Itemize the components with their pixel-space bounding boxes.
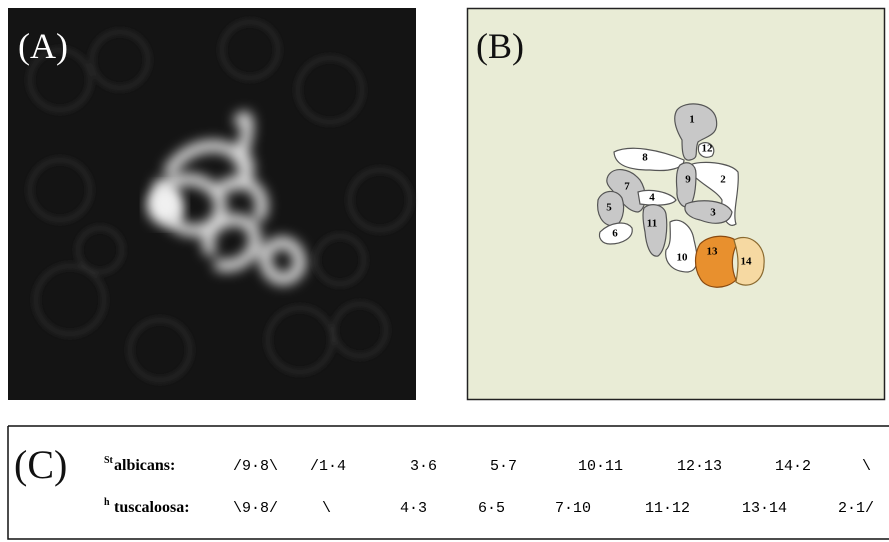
chromosome-label: 12 xyxy=(702,143,714,155)
panel-label: (C) xyxy=(14,442,67,487)
panel-label: (A) xyxy=(18,26,68,66)
chromosome-label: 1 xyxy=(689,114,695,126)
arrangement-cell: 6·5 xyxy=(478,500,505,517)
chromosome-label: 10 xyxy=(677,252,689,264)
chromosome-label: 9 xyxy=(685,174,691,186)
panel-border xyxy=(8,426,889,539)
arrangement-cell: 2·1/ xyxy=(838,500,874,517)
arrangement-cell: 13·14 xyxy=(742,500,787,517)
chromosome-label: 7 xyxy=(624,181,630,193)
arrangement-cell: 4·3 xyxy=(400,500,427,517)
figure: (A) (B) 1234567891011121314 (C) Stalbica… xyxy=(0,0,889,542)
chromosome-label: 4 xyxy=(649,192,655,204)
arrangement-cell: 14·2 xyxy=(775,458,811,475)
chromosome-label: 6 xyxy=(612,228,618,240)
chromosome-label: 13 xyxy=(707,246,719,258)
superscript: St xyxy=(104,455,114,466)
panel-label: (B) xyxy=(476,26,524,66)
chromosome-label: 3 xyxy=(710,207,716,219)
micrograph xyxy=(8,8,416,400)
arrangement-cell: 12·13 xyxy=(677,458,722,475)
arrangement-cell: \ xyxy=(862,458,871,475)
page: (A) (B) 1234567891011121314 (C) Stalbica… xyxy=(0,0,889,542)
superscript: h xyxy=(104,497,110,508)
chromosome-label: 14 xyxy=(741,256,753,268)
arrangement-cell: 3·6 xyxy=(410,458,437,475)
arrangement-cell: 7·10 xyxy=(555,500,591,517)
chromosome-label: 2 xyxy=(720,174,726,186)
arrangement-cell: \9·8/ xyxy=(233,500,278,517)
diagram-panel xyxy=(468,9,885,400)
arrangement-cell: 5·7 xyxy=(490,458,517,475)
arrangement-cell: \ xyxy=(322,500,331,517)
arrangement-cell: /1·4 xyxy=(310,458,346,475)
chromosome-label: 11 xyxy=(647,218,657,230)
arrangement-cell: 11·12 xyxy=(645,500,690,517)
row-name: albicans: xyxy=(114,457,175,474)
row-name: tuscaloosa: xyxy=(114,499,190,516)
arrangement-cell: /9·8\ xyxy=(233,458,278,475)
chromosome-label: 8 xyxy=(642,152,648,164)
arrangement-cell: 10·11 xyxy=(578,458,623,475)
chromosome-label: 5 xyxy=(606,202,612,214)
